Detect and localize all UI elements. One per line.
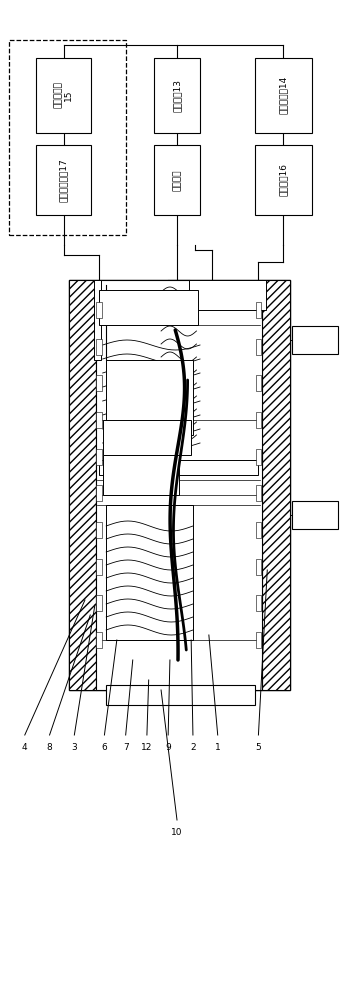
Bar (69, 280, 96, 690)
Text: 2: 2 (190, 743, 196, 752)
Bar (99, 460, 258, 475)
Bar (255, 57, 312, 132)
Bar (103, 420, 191, 455)
Bar (154, 57, 200, 132)
Bar (262, 280, 290, 690)
Bar (256, 375, 261, 391)
Text: 9: 9 (165, 743, 171, 752)
Bar (292, 501, 338, 529)
Bar (96, 632, 102, 648)
Bar (256, 632, 261, 648)
Bar (189, 280, 266, 310)
Text: 6: 6 (102, 743, 107, 752)
Bar (94, 280, 101, 360)
Bar (36, 57, 91, 132)
Text: 7: 7 (123, 743, 129, 752)
Bar (292, 326, 338, 354)
Bar (96, 339, 102, 355)
Bar (106, 505, 193, 640)
Text: 12: 12 (141, 743, 153, 752)
Bar (96, 302, 102, 318)
Bar (256, 559, 261, 575)
Bar (256, 485, 261, 501)
Bar (256, 522, 261, 538)
Text: 电源系统13: 电源系统13 (172, 79, 182, 111)
Bar (256, 595, 261, 611)
Bar (103, 455, 179, 495)
Bar (256, 412, 261, 428)
Bar (96, 449, 102, 465)
Bar (255, 145, 312, 215)
Bar (256, 302, 261, 318)
Bar (69, 280, 290, 690)
Text: 液压系统16: 液压系统16 (279, 163, 288, 196)
Text: 4: 4 (22, 743, 28, 752)
Text: 控制系统: 控制系统 (172, 169, 182, 191)
Text: 冲孔模系统
15: 冲孔模系统 15 (54, 82, 73, 108)
Text: 1: 1 (215, 743, 221, 752)
Bar (96, 412, 102, 428)
Bar (96, 280, 262, 690)
Bar (96, 522, 102, 538)
Bar (154, 145, 200, 215)
Text: 10: 10 (171, 828, 183, 837)
Text: 5: 5 (256, 743, 261, 752)
Text: 3: 3 (72, 743, 77, 752)
Bar (96, 485, 102, 501)
Bar (99, 290, 198, 325)
Text: 内模压系统14: 内模压系统14 (279, 76, 288, 114)
Bar (256, 339, 261, 355)
Bar (96, 559, 102, 575)
Bar (96, 375, 102, 391)
Bar (106, 685, 255, 705)
Text: 冲液回收系统17: 冲液回收系统17 (59, 158, 68, 202)
Bar (36, 145, 91, 215)
Bar (96, 595, 102, 611)
Bar (9, 40, 126, 235)
Text: 8: 8 (47, 743, 52, 752)
Bar (106, 360, 193, 435)
Bar (256, 449, 261, 465)
